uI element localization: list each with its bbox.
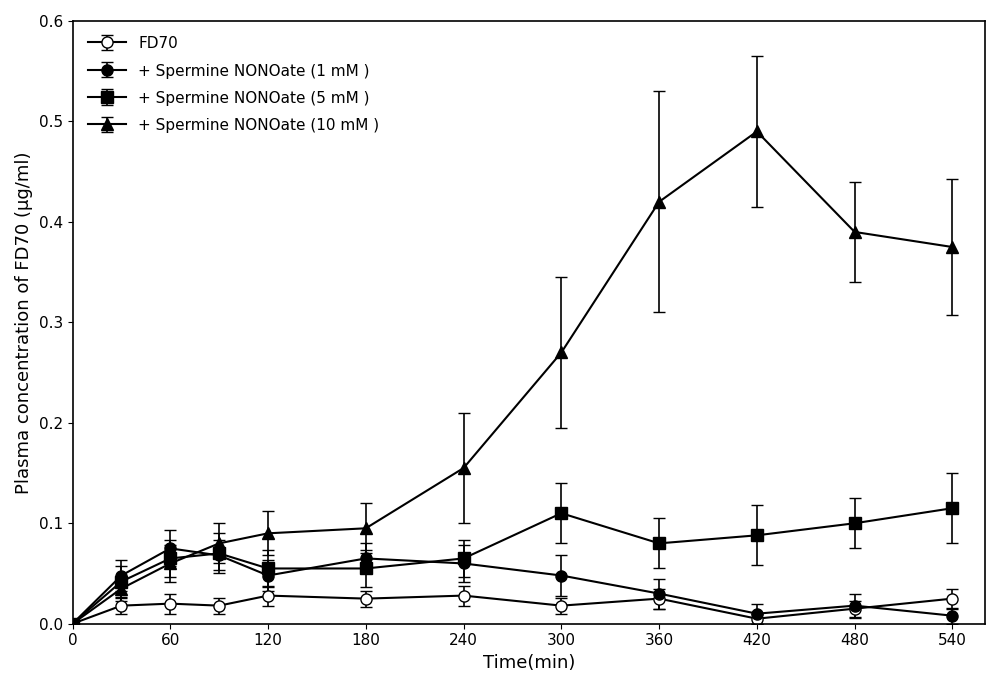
- Y-axis label: Plasma concentration of FD70 (μg/ml): Plasma concentration of FD70 (μg/ml): [15, 151, 33, 494]
- X-axis label: Time(min): Time(min): [483, 654, 575, 672]
- Legend: FD70, + Spermine NONOate (1 mM ), + Spermine NONOate (5 mM ), + Spermine NONOate: FD70, + Spermine NONOate (1 mM ), + Sper…: [80, 29, 387, 141]
